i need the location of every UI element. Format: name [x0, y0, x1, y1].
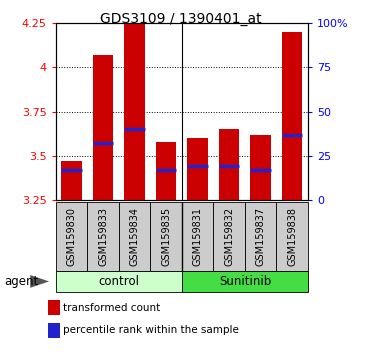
Bar — [251, 135, 271, 200]
Bar — [119, 202, 151, 271]
Bar — [61, 161, 82, 200]
Text: percentile rank within the sample: percentile rank within the sample — [63, 325, 239, 336]
Text: GSM159830: GSM159830 — [67, 207, 77, 266]
Bar — [219, 129, 239, 200]
Text: control: control — [99, 275, 139, 288]
Polygon shape — [30, 275, 49, 288]
Text: GSM159834: GSM159834 — [130, 207, 140, 266]
Bar — [276, 202, 308, 271]
Bar — [156, 142, 176, 200]
Text: GSM159838: GSM159838 — [287, 207, 297, 266]
Bar — [93, 55, 113, 200]
Bar — [182, 202, 213, 271]
Text: transformed count: transformed count — [63, 303, 160, 313]
Text: GDS3109 / 1390401_at: GDS3109 / 1390401_at — [100, 12, 262, 27]
Text: GSM159835: GSM159835 — [161, 207, 171, 266]
Text: Sunitinib: Sunitinib — [219, 275, 271, 288]
Bar — [182, 271, 308, 292]
Bar — [56, 271, 182, 292]
Bar — [56, 202, 87, 271]
Text: GSM159833: GSM159833 — [98, 207, 108, 266]
Bar — [245, 202, 276, 271]
Text: agent: agent — [4, 275, 38, 288]
Bar — [151, 202, 182, 271]
Text: GSM159831: GSM159831 — [192, 207, 203, 266]
Bar — [48, 323, 60, 338]
Text: GSM159832: GSM159832 — [224, 207, 234, 266]
Text: GSM159837: GSM159837 — [256, 207, 266, 266]
Bar — [282, 32, 303, 200]
Bar — [48, 300, 60, 315]
Bar — [213, 202, 245, 271]
Bar — [124, 23, 145, 200]
Bar — [87, 202, 119, 271]
Bar — [187, 138, 208, 200]
